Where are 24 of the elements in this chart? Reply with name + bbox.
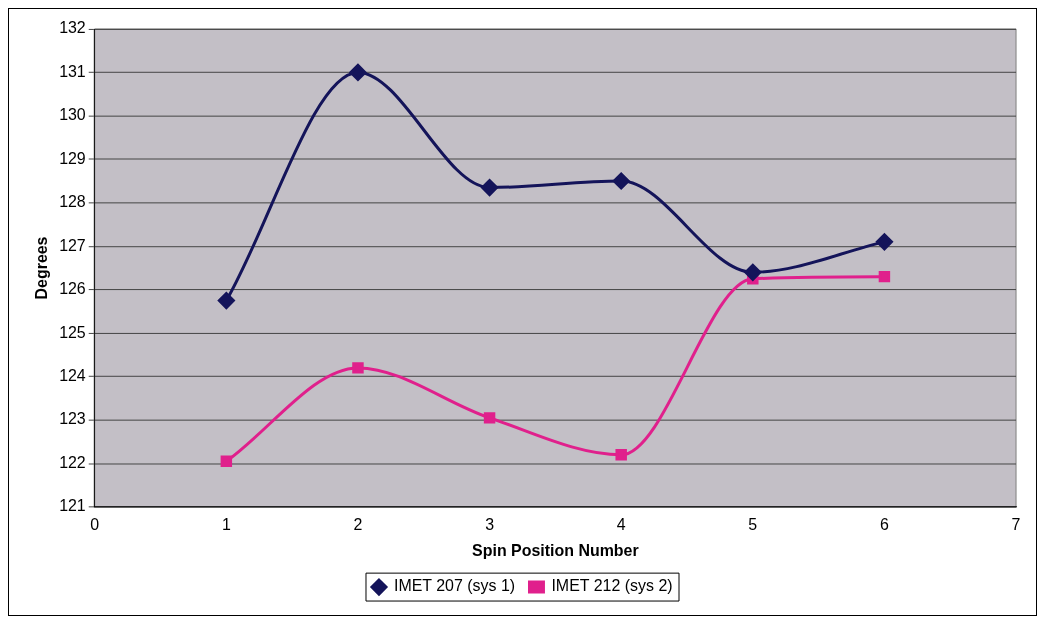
y-tick-label: 126: [59, 280, 86, 298]
legend-label: IMET 212 (sys 2): [551, 577, 673, 595]
y-axis-title: Degrees: [32, 236, 50, 300]
x-tick-label: 5: [748, 515, 758, 533]
y-tick-label: 123: [59, 410, 86, 428]
x-tick-label: 4: [616, 515, 626, 533]
y-tick-label: 127: [59, 236, 86, 254]
y-tick-label: 124: [59, 366, 86, 384]
y-tick-label: 129: [59, 149, 86, 167]
y-tick-label: 131: [59, 62, 86, 80]
y-tick-label: 132: [59, 19, 86, 37]
y-tick-label: 122: [59, 453, 86, 471]
x-tick-label: 0: [90, 515, 100, 533]
y-tick-label: 130: [59, 106, 86, 124]
x-tick-label: 6: [879, 515, 889, 533]
x-tick-label: 3: [485, 515, 495, 533]
x-tick-label: 2: [353, 515, 363, 533]
y-tick-label: 121: [59, 497, 86, 515]
legend-label: IMET 207 (sys 1): [393, 577, 516, 595]
x-axis-title: Spin Position Number: [472, 542, 639, 559]
y-tick-label: 128: [59, 193, 86, 211]
y-tick-label: 125: [59, 323, 86, 341]
x-tick-label: 7: [1011, 515, 1021, 533]
x-tick-label: 1: [221, 515, 231, 533]
